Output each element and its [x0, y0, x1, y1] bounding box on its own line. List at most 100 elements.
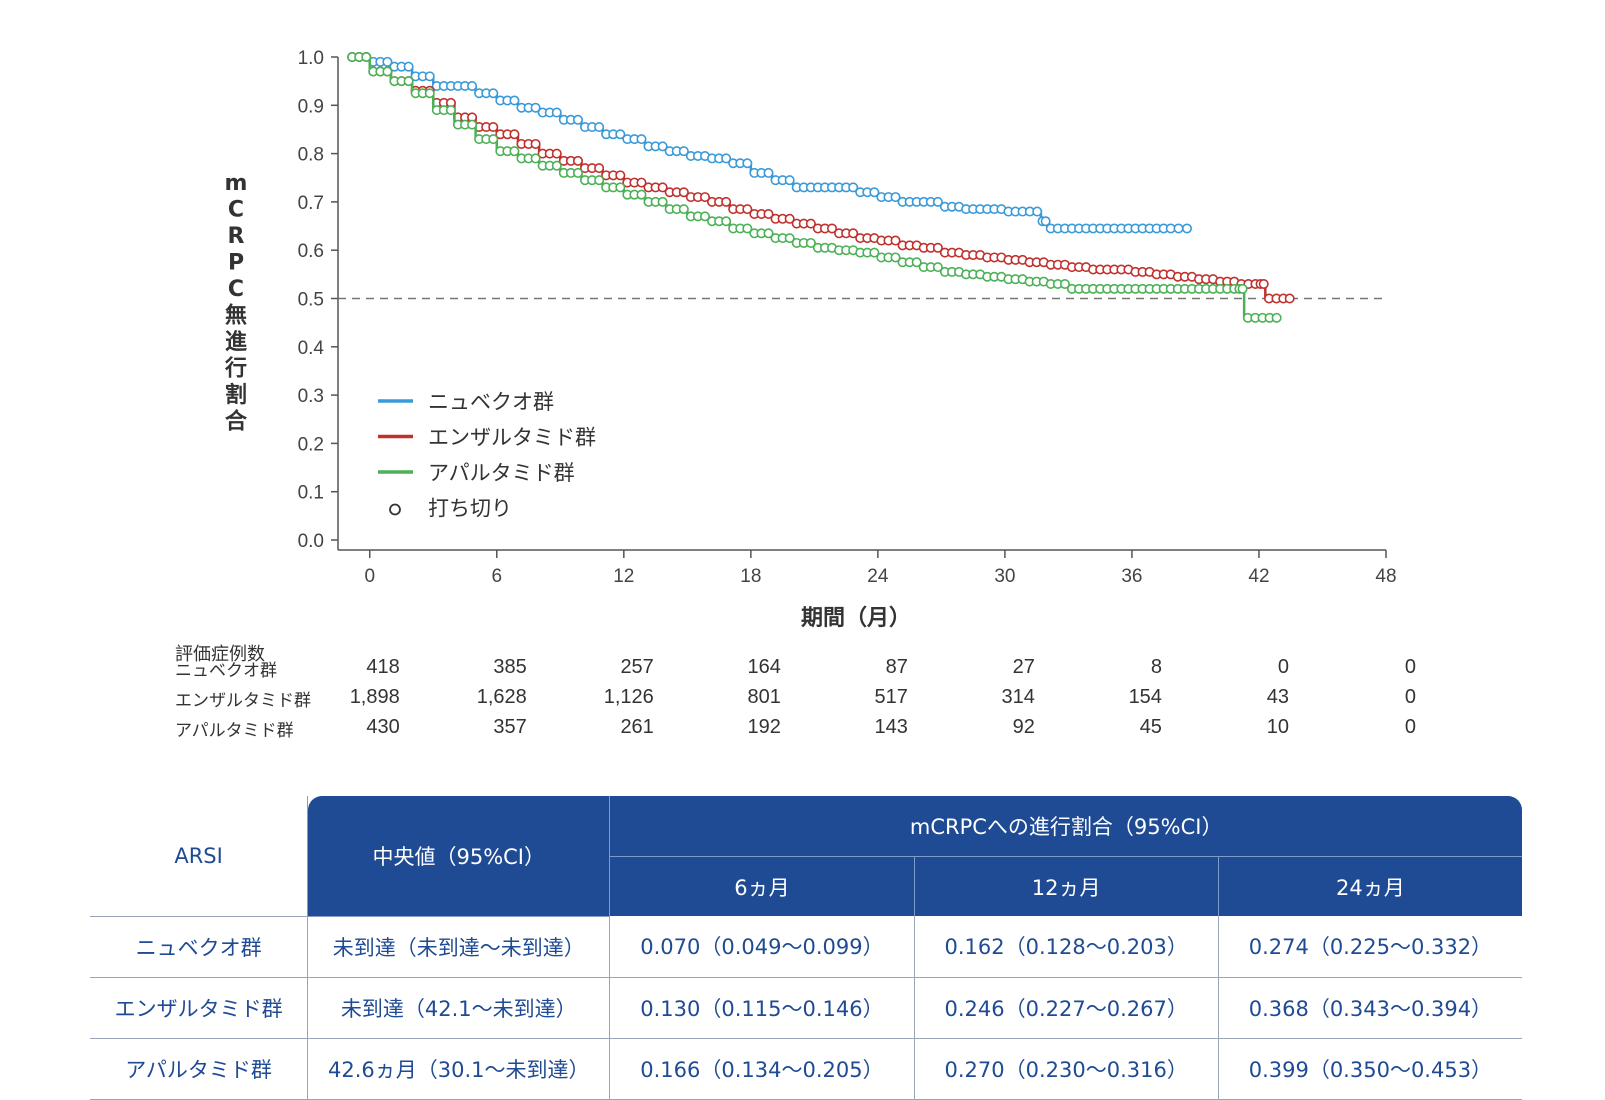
risk-value: 92: [1012, 716, 1035, 738]
censor-mark: [721, 216, 732, 227]
header-24m: 24ヵ月: [1217, 856, 1522, 916]
risk-row-name: アパルタミド群: [175, 721, 294, 741]
censor-mark: [488, 88, 499, 99]
censor-mark: [742, 204, 753, 215]
legend-item: アパルタミド群: [378, 461, 575, 485]
risk-value: 143: [874, 716, 908, 738]
x-tick-label: 6: [491, 566, 502, 587]
legend-label: ニュベクオ群: [428, 390, 554, 414]
header-rate: mCRPCへの進行割合（95%CI）: [609, 796, 1522, 857]
censor-mark: [403, 76, 414, 87]
censor-mark: [890, 235, 901, 246]
censor-mark: [424, 71, 435, 82]
censor-mark: [594, 122, 605, 133]
table-row: ニュベクオ群 未到達（未到達～未到達） 0.070（0.049～0.099） 0…: [90, 916, 1522, 978]
censor-mark: [594, 175, 605, 186]
censor-mark: [657, 141, 668, 152]
censor-mark: [509, 95, 520, 106]
censor-mark: [382, 66, 393, 77]
risk-row: アパルタミド群 430 357 261 192 143 92 45 10 0: [0, 716, 1605, 746]
risk-value: 385: [493, 656, 527, 678]
censor-mark: [699, 192, 710, 203]
risk-value: 8: [1150, 656, 1162, 678]
censor-mark: [403, 61, 414, 72]
y-label-char: 行: [224, 356, 247, 382]
censor-mark: [551, 107, 562, 118]
censor-mark: [1040, 216, 1051, 227]
censor-mark: [805, 237, 816, 248]
x-axis: 0 6 12 18 24 30 36 42 48: [338, 549, 1397, 587]
censor-mark: [509, 129, 520, 140]
censor-mark: [530, 153, 541, 164]
x-tick-label: 0: [364, 566, 375, 587]
censor-mark: [784, 233, 795, 244]
censor-mark: [467, 80, 478, 91]
censor-mark: [1271, 312, 1282, 323]
censor-mark: [890, 192, 901, 203]
risk-value: 0: [1404, 716, 1416, 738]
censor-mark: [784, 175, 795, 186]
censor-mark: [615, 170, 626, 181]
cell-24m: 0.399（0.350～0.453）: [1217, 1038, 1522, 1100]
risk-value: 87: [885, 656, 908, 678]
row-name: ニュベクオ群: [90, 916, 308, 978]
x-tick-label: 30: [994, 566, 1015, 587]
summary-table: ARSI 中央値（95%CI） mCRPCへの進行割合（95%CI） 6ヵ月 1…: [90, 796, 1522, 1100]
censor-mark: [636, 134, 647, 145]
censor-mark: [848, 228, 859, 239]
risk-row: エンザルタミド群 1,898 1,628 1,126 801 517 314 154 43 0: [0, 686, 1605, 716]
row-name: エンザルタミド群: [90, 977, 308, 1039]
cell-median: 未到達（未到達～未到達）: [307, 916, 610, 978]
cell-median: 42.6ヵ月（30.1～未到達）: [307, 1038, 610, 1100]
censor-mark: [530, 138, 541, 149]
y-label-char: P: [228, 251, 244, 276]
censor-mark: [678, 204, 689, 215]
censor-mark: [721, 196, 732, 207]
x-tick-label: 24: [867, 566, 889, 587]
censor-mark: [763, 228, 774, 239]
censor-mark: [594, 163, 605, 174]
legend-item: ニュベクオ群: [378, 390, 554, 414]
y-tick-label: 0.2: [298, 434, 324, 455]
cell-24m: 0.368（0.343～0.394）: [1217, 977, 1522, 1039]
risk-table: 評価症例数 ニュベクオ群 418 385 257 164 87 27 8 0 0 エンザルタミド群 1…: [0, 640, 1605, 765]
risk-value: 1,628: [476, 686, 527, 708]
censor-mark: [572, 155, 583, 166]
censor-mark: [382, 56, 393, 67]
risk-value: 314: [1001, 686, 1035, 708]
censor-mark: [657, 182, 668, 193]
censor-mark: [424, 88, 435, 99]
x-axis-label: 期間（月）: [801, 606, 911, 631]
table-row: エンザルタミド群 未到達（42.1～未到達） 0.130（0.115～0.146…: [90, 977, 1522, 1039]
risk-table-title: 評価症例数: [175, 644, 265, 665]
y-label-char: C: [228, 198, 244, 223]
row-name: アパルタミド群: [90, 1038, 308, 1100]
censor-mark: [1237, 283, 1248, 294]
x-tick-label: 36: [1121, 566, 1142, 587]
legend-label: アパルタミド群: [428, 461, 575, 485]
y-label-char: C: [228, 277, 244, 302]
censor-mark: [1284, 293, 1295, 304]
censor-mark: [657, 196, 668, 207]
censor-mark: [678, 187, 689, 198]
censor-mark: [551, 160, 562, 171]
censor-mark: [890, 252, 901, 263]
risk-value: 10: [1266, 716, 1289, 738]
y-tick-label: 0.0: [298, 531, 324, 552]
censor-mark: [467, 119, 478, 130]
censor-mark: [932, 242, 943, 253]
y-label-char: m: [225, 171, 248, 196]
header-arsi: ARSI: [90, 796, 308, 917]
censor-mark: [1181, 223, 1192, 234]
km-chart: 0.0 0.1 0.2 0.3 0.4 0.5 0.6 0.7 0.8 0.9 1.0 0 6 12 18…: [224, 48, 1397, 631]
risk-row: ニュベクオ群 418 385 257 164 87 27 8 0 0: [0, 656, 1605, 686]
y-tick-label: 0.5: [298, 290, 324, 311]
censor-mark: [1059, 279, 1070, 290]
y-label-char: 進: [225, 330, 247, 355]
censor-mark: [445, 105, 456, 116]
risk-value: 357: [493, 716, 527, 738]
risk-value: 192: [747, 716, 781, 738]
cell-12m: 0.246（0.227～0.267）: [913, 977, 1219, 1039]
header-6m: 6ヵ月: [609, 856, 915, 916]
